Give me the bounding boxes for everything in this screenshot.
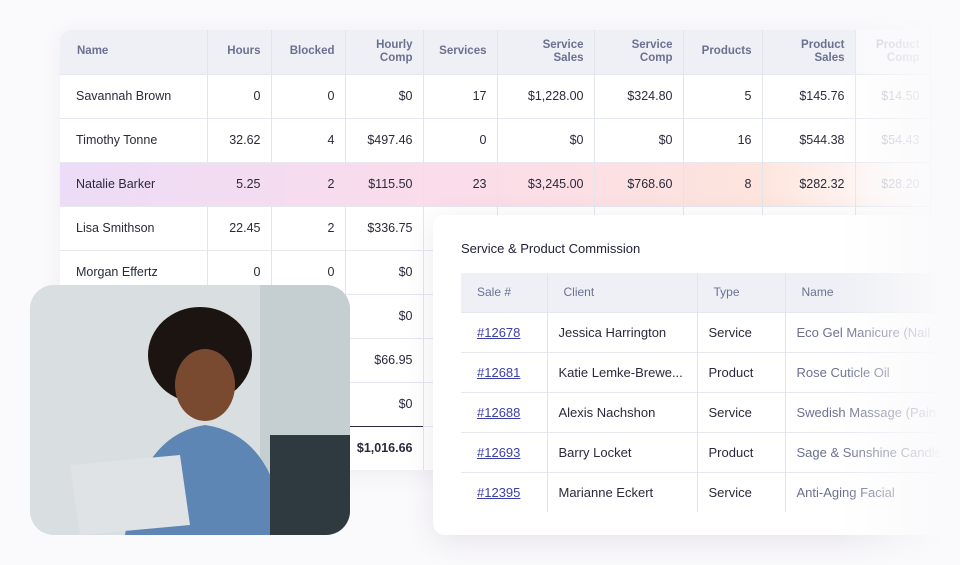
table-cell: 5.25 — [207, 161, 272, 206]
table-cell: #12678 — [461, 311, 548, 352]
table-row[interactable]: Timothy Tonne 32.62 4 $497.46 0 $0 $0 16 $544.38… — [60, 117, 931, 162]
table-cell: 2 — [271, 205, 346, 250]
column-header[interactable]: Client — [547, 273, 698, 312]
staff-photo — [30, 285, 350, 535]
table-cell: 16 — [683, 117, 763, 162]
table-cell: 0 — [271, 73, 346, 118]
table-cell: $0 — [594, 117, 684, 162]
commission-title: Service & Product Commission — [461, 241, 641, 256]
table-cell: Service — [697, 471, 786, 512]
table-cell: 5 — [683, 73, 763, 118]
woman-at-laptop-illustration — [30, 285, 350, 535]
column-header[interactable]: Name — [60, 30, 208, 74]
column-header[interactable]: Hours — [207, 30, 272, 74]
table-cell: Anti-Aging Facial — [785, 471, 960, 512]
table-cell: Swedish Massage (Pain — [785, 391, 960, 432]
table-row[interactable]: Savannah Brown 0 0 $0 17 $1,228.00 $324.80 5 $14… — [60, 73, 931, 118]
table-cell: 17 — [423, 73, 498, 118]
table-cell: Service — [697, 391, 786, 432]
table-cell: Eco Gel Manicure (Nail — [785, 311, 960, 352]
table-row[interactable]: #12395 Marianne Eckert Service Anti-Aging F… — [461, 471, 960, 512]
table-cell: 22.45 — [207, 205, 272, 250]
table-cell: $0 — [345, 293, 424, 338]
table-cell: #12688 — [461, 391, 548, 432]
table-row[interactable]: #12693 Barry Locket Product Sage & Sunshine… — [461, 431, 960, 472]
table-cell: Rose Cuticle Oil — [785, 351, 960, 392]
table-row[interactable]: #12681 Katie Lemke-Brewe... Product Rose Cu… — [461, 351, 960, 392]
table-cell: $14.50 — [855, 73, 931, 118]
table-cell: $324.80 — [594, 73, 684, 118]
table-cell: #12681 — [461, 351, 548, 392]
table-cell: Katie Lemke-Brewe... — [547, 351, 698, 392]
table-cell: 0 — [207, 73, 272, 118]
column-header[interactable]: Hourly Comp — [345, 30, 424, 74]
table-cell: $544.38 — [762, 117, 856, 162]
table-cell: $115.50 — [345, 161, 424, 206]
table-cell: 0 — [423, 117, 498, 162]
table-cell: $0 — [497, 117, 595, 162]
table-cell: Lisa Smithson — [60, 205, 208, 250]
table-cell: Barry Locket — [547, 431, 698, 472]
sale-link[interactable]: #12693 — [477, 444, 521, 460]
total-hourly-comp: $1,016.66 — [345, 425, 424, 470]
table-cell: #12693 — [461, 431, 548, 472]
table-cell: $0 — [345, 381, 424, 426]
table-cell: $66.95 — [345, 337, 424, 382]
table-cell: 32.62 — [207, 117, 272, 162]
column-header[interactable]: Service Comp — [594, 30, 684, 74]
table-cell: Sage & Sunshine Candle — [785, 431, 960, 472]
sale-link[interactable]: #12681 — [477, 364, 521, 380]
table-cell: $768.60 — [594, 161, 684, 206]
column-header[interactable]: Type — [697, 273, 786, 312]
column-header[interactable]: Blocked — [271, 30, 346, 74]
table-cell: $336.75 — [345, 205, 424, 250]
table-cell: 4 — [271, 117, 346, 162]
commission-table: Sale # Client Type Name #12678 Jessica Harri… — [461, 273, 960, 512]
table-cell: Product — [697, 351, 786, 392]
table-cell: Savannah Brown — [60, 73, 208, 118]
column-header[interactable]: Sale # — [461, 273, 548, 312]
column-header[interactable]: Service Sales — [497, 30, 595, 74]
table-cell: Service — [697, 311, 786, 352]
table-cell: $3,245.00 — [497, 161, 595, 206]
table-cell: 23 — [423, 161, 498, 206]
table-cell: $0 — [345, 73, 424, 118]
table-cell: Product — [697, 431, 786, 472]
column-header[interactable]: Name — [785, 273, 960, 312]
table-cell: Natalie Barker — [60, 161, 208, 206]
sale-link[interactable]: #12395 — [477, 484, 521, 500]
table-cell: #12395 — [461, 471, 548, 512]
table-row[interactable]: #12688 Alexis Nachshon Service Swedish Mass… — [461, 391, 960, 432]
column-header[interactable]: Product Comp — [855, 30, 931, 74]
table-cell: $28.20 — [855, 161, 931, 206]
table-cell: $54.43 — [855, 117, 931, 162]
column-header[interactable]: Product Sales — [762, 30, 856, 74]
table-cell: Jessica Harrington — [547, 311, 698, 352]
table-cell: $145.76 — [762, 73, 856, 118]
table-cell: Timothy Tonne — [60, 117, 208, 162]
table-row[interactable]: #12678 Jessica Harrington Service Eco Gel M… — [461, 311, 960, 352]
table-cell: $282.32 — [762, 161, 856, 206]
sale-link[interactable]: #12688 — [477, 404, 521, 420]
table-cell: 2 — [271, 161, 346, 206]
table-cell: 8 — [683, 161, 763, 206]
column-header[interactable]: Products — [683, 30, 763, 74]
table-cell: $1,228.00 — [497, 73, 595, 118]
column-header[interactable]: Services — [423, 30, 498, 74]
commission-card: Service & Product Commission Sale # Clien… — [433, 215, 960, 535]
table-cell: Marianne Eckert — [547, 471, 698, 512]
table-cell: Alexis Nachshon — [547, 391, 698, 432]
sale-link[interactable]: #12678 — [477, 324, 521, 340]
table-cell: $0 — [345, 249, 424, 294]
table-row[interactable]: Natalie Barker 5.25 2 $115.50 23 $3,245.00 $76… — [60, 161, 931, 206]
table-cell: $497.46 — [345, 117, 424, 162]
